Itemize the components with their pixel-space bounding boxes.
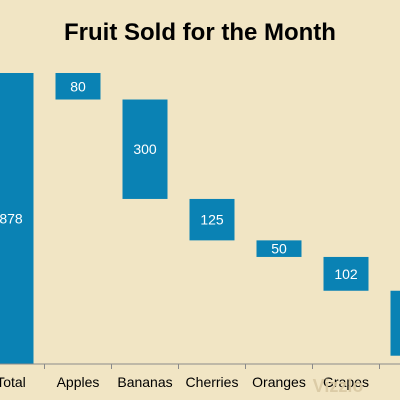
bar-total [0,73,34,364]
x-axis-labels: TotalApplesBananasCherriesOrangesGrapesP… [0,374,369,390]
bar-pe [390,290,400,356]
x-tick-label-cherries: Cherries [186,374,239,390]
bar-grapes [323,256,369,291]
data-label-oranges: 50 [271,241,287,257]
x-tick-label-grapes: Grapes [323,374,369,390]
x-axis-ticks [44,364,380,369]
bar-oranges [256,240,302,257]
x-tick-label-bananas: Bananas [117,374,172,390]
x-tick-label-oranges: Oranges [252,374,306,390]
data-label-total: 878 [0,211,23,227]
bar-cherries [189,198,235,241]
bars-group: 878 80 300 125 50 102 [0,73,400,364]
bar-bananas [122,99,168,199]
x-tick-label-apples: Apples [57,374,100,390]
data-label-bananas: 300 [133,141,157,157]
data-label-apples: 80 [70,78,86,94]
watermark-logo: Vizzlo [313,376,364,396]
chart-title: Fruit Sold for the Month [64,19,336,46]
data-label-cherries: 125 [200,212,224,228]
data-label-grapes: 102 [334,266,358,282]
x-tick-label-total: Total [0,374,26,390]
bar-apples [55,73,101,100]
